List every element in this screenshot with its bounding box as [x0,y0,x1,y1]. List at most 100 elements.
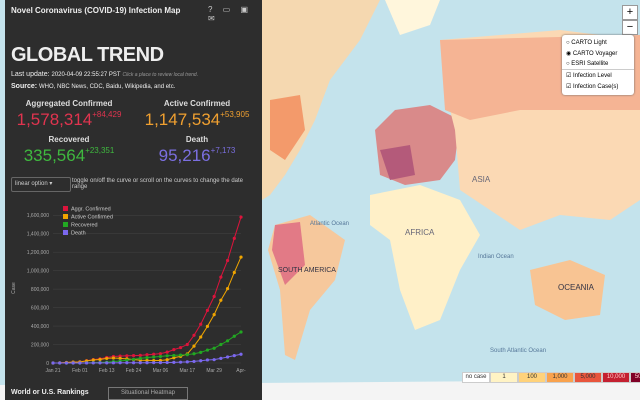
stat: Recovered 335,564+23,351 [5,135,133,166]
layer-name: Infection Level [573,73,612,79]
value: 95,216 [158,146,211,165]
point [199,350,203,354]
point [125,354,129,358]
y-tick-label: 1,400,000 [27,232,49,238]
label: Source: [11,83,38,90]
point [158,361,163,365]
point [145,353,149,357]
legend-swatch [63,222,68,227]
layer-name: CARTO Light [571,40,607,46]
layer-option[interactable]: ◉ CARTO Voyager [562,48,634,59]
point [91,361,95,365]
marker: ○ [566,40,572,46]
point [131,354,136,358]
x-tick-label: Mar 29 [206,368,222,374]
zoom-in[interactable]: + [622,5,638,20]
point [178,353,183,357]
point [205,308,210,312]
delta: +84,429 [92,110,122,119]
point [165,360,169,365]
heatmap-button[interactable]: Situational Heatmap [108,387,188,400]
trend-chart: 0 200,000 400,000 600,000 800,000 1,000,000 1,… [11,206,246,374]
point [158,352,163,356]
point [118,361,122,365]
usa-east [270,95,305,160]
layer-option[interactable]: ☑ Infection Level [562,69,634,81]
header-icons[interactable]: ? ▭ ▣ ✉ [208,5,253,23]
point [105,356,109,361]
point [232,270,236,275]
point [178,360,183,364]
point [125,358,129,362]
y-tick-label: 400,000 [31,324,49,330]
source: Source: WHO, NBC News, CDC, Baidu, Wikip… [11,83,175,90]
rankings[interactable]: World or U.S. Rankings [11,389,89,396]
point [219,356,223,360]
map-label: ASIA [472,175,491,184]
point [185,342,189,347]
stat-label: Aggregated Confirmed [25,99,113,108]
timestamp: 2020-04-09 22:55:27 PST [51,72,121,78]
legend-swatch: 100 [518,372,546,383]
brazil-west [272,222,305,285]
point [225,339,230,343]
point [118,354,122,358]
delta: +7,173 [210,146,236,155]
point [138,356,142,360]
point [239,255,243,259]
legend-swatch: no case [462,372,490,383]
layer-option[interactable]: ○ ESRI Satellite [562,59,634,69]
app-title: Novel Coronavirus (COVID-19) Infection M… [11,6,181,15]
label: Last update: [11,71,50,78]
point [84,361,89,365]
x-tick-label: Feb 01 [72,368,88,374]
point [165,354,169,358]
legend-label: Active Confirmed [71,215,113,221]
point [71,361,75,365]
stat: Active Confirmed 1,147,534+53,905 [133,99,261,130]
zoom-out[interactable]: − [622,20,638,35]
legend-swatch [63,206,68,211]
point [219,298,223,302]
legend-label: Death [71,231,86,237]
map-label: Atlantic Ocean [310,221,349,227]
layer-option[interactable]: ○ CARTO Light [562,38,634,48]
y-tick-label: 200,000 [31,343,49,349]
layer-name: CARTO Voyager [572,51,618,57]
map-label: OCEANIA [558,283,595,292]
legend-swatch: 1,000 [546,372,574,383]
scale-select[interactable]: linear option ▾ [11,177,71,192]
point [192,352,196,356]
point [212,346,216,350]
point [185,353,189,357]
point [219,342,223,347]
point [111,361,116,365]
y-tick-label: 800,000 [31,287,49,293]
x-tick-label: Feb 24 [126,368,142,374]
y-tick-label: 1,600,000 [27,213,49,219]
point [165,350,169,354]
source-text: WHO, NBC News, CDC, Baidu, Wikipedia, an… [39,84,176,90]
point [131,361,136,365]
marker: ◉ [566,51,573,57]
point [131,357,136,361]
x-tick-label: Mar 06 [153,368,169,374]
point [158,354,163,359]
layer-option[interactable]: ☑ Infection Case(s) [562,81,634,92]
point [152,352,156,356]
point [205,348,210,352]
point [178,345,183,350]
point [212,294,216,299]
stat-value: 1,578,314+84,429 [5,110,133,130]
stat-value: 335,564+23,351 [5,146,133,166]
point [232,334,236,338]
layer-control: ○ CARTO Light ◉ CARTO Voyager ○ ESRI Satel… [562,35,634,95]
heading: GLOBAL TREND [11,44,164,66]
stat-value: 1,147,534+53,905 [133,110,261,130]
x-tick-label: Apr- [236,368,246,374]
point [105,361,109,365]
greenland [385,0,440,35]
scale-hint: toggle on/off the curve or scroll on the… [72,178,243,190]
australia [530,260,605,320]
y-tick-label: 0 [46,361,49,367]
